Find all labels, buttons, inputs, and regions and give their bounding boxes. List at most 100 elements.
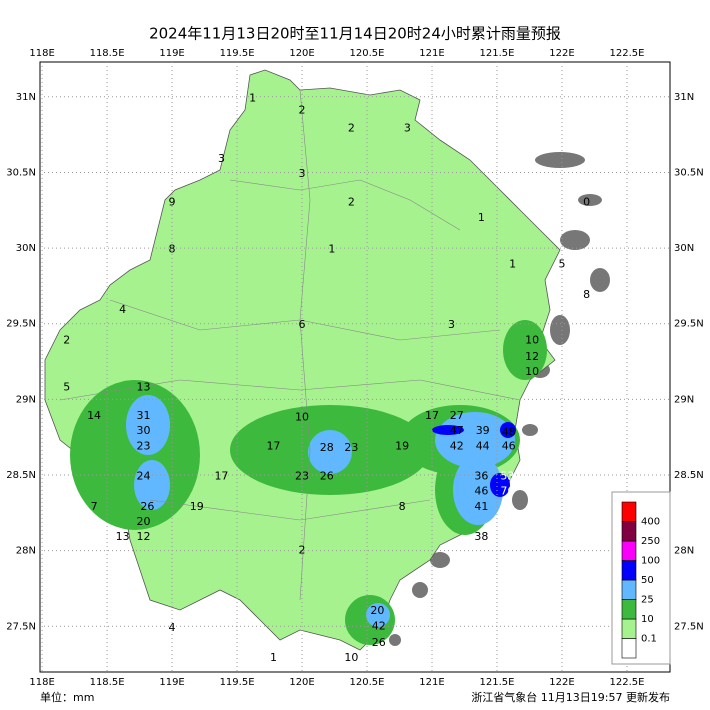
lat-label-left: 27.5N — [6, 621, 36, 632]
station-value: 26 — [372, 636, 386, 649]
station-value: 23 — [295, 470, 309, 483]
legend-swatch — [621, 560, 637, 581]
station-value: 12 — [525, 350, 539, 363]
rain-zones — [70, 320, 547, 645]
lon-label-top: 120E — [289, 48, 314, 59]
station-value: 47 — [450, 424, 464, 437]
lon-label-bottom: 118.5E — [90, 677, 125, 688]
lat-label-right: 29.5N — [674, 319, 704, 330]
station-value: 26 — [140, 500, 154, 513]
lon-label-top: 118.5E — [90, 48, 125, 59]
station-value: 14 — [87, 409, 101, 422]
lon-label-top: 122.5E — [610, 48, 645, 59]
station-value: 1 — [270, 651, 277, 664]
county-borders — [59, 89, 521, 601]
station-value: 4 — [119, 303, 126, 316]
lon-label-bottom: 122.5E — [610, 677, 645, 688]
lon-label-bottom: 119E — [159, 677, 184, 688]
station-value: 20 — [136, 515, 150, 528]
lon-label-top: 121E — [419, 48, 444, 59]
lat-label-right: 30N — [674, 243, 694, 254]
station-value: 42 — [450, 439, 464, 452]
lat-label-left: 29.5N — [6, 319, 36, 330]
lat-label-right: 27.5N — [674, 621, 704, 632]
station-value: 23 — [136, 439, 150, 452]
lat-label-left: 29N — [16, 394, 36, 405]
lon-label-bottom: 121.5E — [480, 677, 515, 688]
legend-swatch — [621, 599, 637, 620]
legend-level: 0.1 — [641, 634, 657, 645]
station-value: 1 — [509, 258, 516, 271]
legend-swatch — [621, 618, 637, 639]
station-value: 17 — [425, 409, 439, 422]
station-value: 0 — [583, 196, 590, 209]
station-value: 42 — [372, 619, 386, 632]
station-value: 2 — [299, 103, 306, 116]
legend-swatch — [621, 521, 637, 542]
station-value: 17 — [266, 439, 280, 452]
station-value: 5 — [63, 380, 70, 393]
lon-label-top: 118E — [29, 48, 54, 59]
station-value: 10 — [344, 651, 358, 664]
legend-box — [611, 491, 671, 665]
station-value: 6 — [299, 318, 306, 331]
lat-label-right: 29N — [674, 394, 694, 405]
station-value: 23 — [344, 441, 358, 454]
station-value: 31 — [136, 409, 150, 422]
station-value: 19 — [395, 439, 409, 452]
lon-label-bottom: 119.5E — [220, 677, 255, 688]
station-value: 39 — [476, 424, 490, 437]
lon-label-bottom: 122E — [549, 677, 574, 688]
station-value: 8 — [399, 500, 406, 513]
legend-swatch — [621, 540, 637, 561]
station-value: 38 — [474, 530, 488, 543]
lat-label-right: 30.5N — [674, 167, 704, 178]
station-value: 2 — [348, 196, 355, 209]
station-value: 2 — [348, 122, 355, 135]
title: 2024年11月13日20时至11月14日20时24小时累计雨量预报 — [149, 25, 561, 43]
station-value: 53 — [500, 470, 514, 483]
station-value: 20 — [370, 604, 384, 617]
station-value: 48 — [502, 426, 516, 439]
station-value: 1 — [328, 243, 335, 256]
legend-level: 400 — [641, 517, 660, 528]
station-value: 2 — [63, 333, 70, 346]
station-value: 13 — [136, 380, 150, 393]
station-value: 36 — [474, 470, 488, 483]
lat-label-left: 28N — [16, 546, 36, 557]
lat-label-left: 31N — [16, 92, 36, 103]
station-value: 2 — [299, 544, 306, 557]
station-value: 3 — [404, 122, 411, 135]
station-value: 12 — [136, 530, 150, 543]
lon-label-bottom: 118E — [29, 677, 54, 688]
legend-level: 10 — [641, 614, 654, 625]
issuer-label: 浙江省气象台 11月13日19:57 更新发布 — [471, 690, 670, 704]
station-value: 46 — [502, 439, 516, 452]
lat-label-left: 30N — [16, 243, 36, 254]
station-value: 19 — [190, 500, 204, 513]
station-value: 46 — [474, 485, 488, 498]
station-value: 28 — [320, 441, 334, 454]
station-value: 26 — [320, 470, 334, 483]
legend-swatch — [621, 579, 637, 600]
lon-label-top: 119E — [159, 48, 184, 59]
station-value: 3 — [218, 152, 225, 165]
station-value: 9 — [169, 196, 176, 209]
station-value: 41 — [474, 500, 488, 513]
station-value: 24 — [136, 470, 150, 483]
legend-level: 100 — [641, 556, 660, 567]
unit-label: 单位：mm — [40, 690, 94, 704]
lon-label-top: 121.5E — [480, 48, 515, 59]
station-value: 17 — [214, 470, 228, 483]
legend-swatch — [621, 501, 637, 522]
station-value: 4 — [169, 621, 176, 634]
lat-label-right: 28.5N — [674, 470, 704, 481]
lon-label-top: 122E — [549, 48, 574, 59]
legend-swatch — [621, 638, 637, 659]
legend-level: 50 — [641, 575, 654, 586]
lon-label-top: 119.5E — [220, 48, 255, 59]
station-value: 1 — [478, 211, 485, 224]
station-value: 76 — [500, 485, 514, 498]
station-value: 1 — [249, 91, 256, 104]
